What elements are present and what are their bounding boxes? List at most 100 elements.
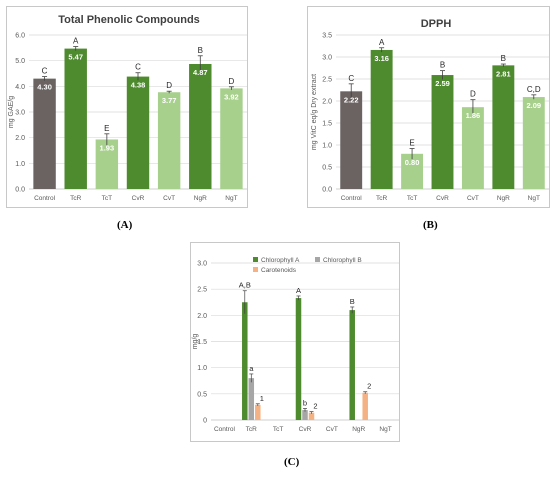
x-tick-label: NgR [194, 195, 207, 202]
y-tick-label: 0.0 [15, 187, 25, 194]
chart-panel-phenolic: Total Phenolic Compounds mg GAE/g 0.0 1.0 2.… [6, 6, 248, 208]
legend-label: Chlorophyll A [261, 257, 300, 264]
bar-control [33, 78, 56, 189]
x-tick-label: CvT [467, 195, 479, 202]
y-tick-label: 1.0 [322, 143, 332, 150]
significance-letter: 2 [313, 402, 317, 411]
x-tick-label: Control [341, 195, 363, 202]
data-label: 4.38 [131, 81, 146, 90]
y-tick-label: 3.0 [15, 110, 25, 117]
bar-chlorophyll-a-cvr [295, 298, 302, 420]
chart-panel-dpph: DPPH mg VitC eq/g Dry extract 0.0 0.5 1.0 1.5… [307, 6, 550, 208]
y-tick-label: 2.5 [322, 77, 332, 84]
x-tick-label: CvR [436, 195, 449, 202]
chart-title: DPPH [421, 18, 452, 30]
x-tick-label: TcT [407, 195, 418, 202]
x-tick-label: NgR [497, 195, 510, 202]
bar-carotenoids-tcr [255, 404, 261, 420]
significance-letter: B [501, 54, 506, 63]
significance-letter: C [135, 63, 141, 72]
x-tick-label: TcR [246, 426, 258, 433]
significance-letter: A [73, 37, 79, 46]
legend-swatch [315, 257, 320, 262]
bar-chlorophyll-a-tcr [242, 302, 248, 420]
data-label: 3.92 [224, 92, 239, 101]
significance-letter: D [166, 81, 172, 90]
bar-control [340, 91, 363, 189]
data-label: 4.30 [37, 83, 52, 92]
caption-a: (A) [117, 219, 133, 231]
bar-ngr [492, 65, 515, 189]
y-tick-label: 0.5 [197, 391, 207, 398]
data-label: 3.77 [162, 96, 177, 105]
y-axis-label: mg GAE/g [8, 96, 15, 128]
legend-label: Chlorophyll B [323, 257, 362, 264]
x-tick-label: NgT [225, 195, 237, 202]
x-tick-label: TcT [102, 195, 113, 202]
significance-letter: C,D [527, 85, 541, 94]
y-axis-label: mg/g [192, 334, 199, 350]
significance-letter: b [303, 398, 307, 407]
data-label: 5.47 [68, 53, 83, 62]
legend-swatch [253, 257, 258, 262]
significance-letter: D [229, 77, 235, 86]
dpph-chart-svg: DPPH mg VitC eq/g Dry extract 0.0 0.5 1.0 1.5… [311, 18, 549, 202]
y-tick-label: 3.0 [322, 55, 332, 62]
y-tick-label: 6.0 [15, 33, 25, 40]
x-tick-label: NgR [352, 426, 365, 433]
bar-carotenoids-cvr [308, 412, 315, 420]
bar-cvr [126, 76, 150, 189]
caption-b: (B) [423, 219, 438, 231]
bar-chlorophyll-b-tcr [248, 378, 255, 420]
significance-letter: 1 [260, 394, 264, 403]
x-tick-label: NgT [379, 426, 391, 433]
bar-tct [401, 153, 424, 189]
x-tick-label: Control [214, 426, 236, 433]
data-label: 3.16 [374, 54, 389, 63]
data-label: 2.22 [344, 95, 359, 104]
significance-letter: a [249, 364, 254, 373]
x-tick-label: TcR [376, 195, 388, 202]
bar-carotenoids-ngr [362, 392, 368, 420]
bar-ngt [522, 97, 545, 189]
bar-ngr [189, 64, 212, 189]
y-tick-label: 1.5 [197, 339, 207, 346]
bar-cvr [431, 75, 454, 189]
bar-cvt [461, 107, 484, 189]
caption-c: (C) [284, 456, 300, 468]
data-label: 1.93 [100, 143, 115, 152]
y-tick-label: 3.0 [197, 261, 207, 268]
chart-panel-pigments: mg/g 0 0.5 1.0 1.5 2.0 2.5 3.0 Control TcR A,B a 1 Tc… [190, 242, 400, 442]
significance-letter: E [104, 124, 109, 133]
y-tick-label: 0.5 [322, 165, 332, 172]
legend-label: Carotenoids [261, 267, 297, 274]
bar-ngt [220, 88, 243, 189]
significance-letter: 2 [367, 382, 371, 391]
data-label: 1.86 [466, 111, 481, 120]
phenolic-chart-svg: Total Phenolic Compounds mg GAE/g 0.0 1.0 2.… [8, 14, 247, 202]
significance-letter: A [296, 286, 301, 295]
x-tick-label: TcR [70, 195, 82, 202]
y-tick-label: 0.0 [322, 187, 332, 194]
x-tick-label: CvT [326, 426, 338, 433]
data-label: 2.81 [496, 69, 511, 78]
x-tick-label: Control [34, 195, 56, 202]
significance-letter: B [440, 61, 445, 70]
x-tick-label: NgT [528, 195, 540, 202]
y-tick-label: 3.5 [322, 33, 332, 40]
x-tick-label: CvT [163, 195, 175, 202]
pigments-chart-svg: mg/g 0 0.5 1.0 1.5 2.0 2.5 3.0 Control TcR A,B a 1 Tc… [192, 257, 399, 433]
significance-letter: C [42, 67, 48, 76]
y-tick-label: 1.5 [322, 121, 332, 128]
x-tick-label: CvR [299, 426, 312, 433]
significance-letter: D [470, 90, 476, 99]
bar-cvt [157, 92, 181, 189]
x-tick-label: CvR [132, 195, 145, 202]
y-tick-label: 1.0 [15, 161, 25, 168]
significance-letter: B [350, 297, 355, 306]
y-tick-label: 2.0 [322, 99, 332, 106]
significance-letter: B [198, 46, 203, 55]
legend-swatch [253, 267, 258, 272]
chart-title: Total Phenolic Compounds [58, 14, 200, 26]
bar-tcr [370, 49, 393, 190]
